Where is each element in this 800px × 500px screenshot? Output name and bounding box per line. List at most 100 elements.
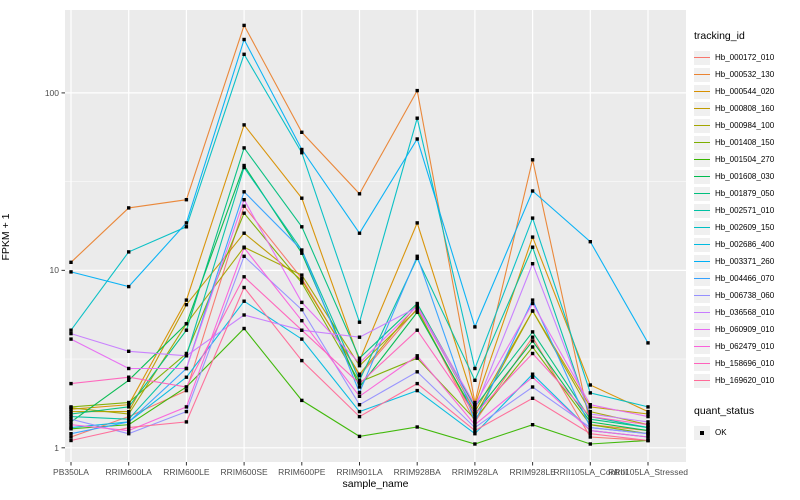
data-point bbox=[300, 281, 304, 285]
series-points-Hb_006738_060 bbox=[69, 254, 650, 436]
series-points-Hb_062479_010 bbox=[69, 246, 650, 439]
legend-line-key bbox=[694, 169, 710, 184]
data-point bbox=[530, 262, 535, 266]
data-point bbox=[184, 298, 189, 302]
data-point bbox=[300, 300, 304, 305]
data-point bbox=[588, 420, 592, 424]
data-point bbox=[300, 196, 304, 200]
tracking-id-legend-title: tracking_id bbox=[694, 30, 745, 42]
data-point bbox=[300, 358, 304, 363]
data-point bbox=[357, 378, 362, 382]
legend-line-key bbox=[694, 101, 710, 116]
x-tick-label: PB350LA bbox=[53, 467, 89, 477]
x-tick-label: RRIM600LE bbox=[163, 467, 210, 477]
x-tick-label: RRIM928LE bbox=[509, 467, 556, 477]
y-axis-title: FPKM + 1 bbox=[0, 213, 12, 261]
line-swatch-icon bbox=[694, 226, 710, 229]
data-point bbox=[69, 423, 73, 427]
data-point bbox=[357, 361, 362, 365]
square-point-icon bbox=[700, 430, 704, 435]
data-point bbox=[184, 375, 189, 379]
data-point bbox=[588, 428, 592, 433]
data-point bbox=[530, 375, 535, 379]
legend-item: Hb_000544_020 bbox=[694, 83, 798, 100]
data-point bbox=[530, 301, 535, 306]
data-point bbox=[300, 328, 304, 332]
y-tick-label: 10 bbox=[49, 265, 59, 276]
data-point bbox=[127, 425, 131, 430]
data-point bbox=[415, 256, 419, 260]
data-point bbox=[184, 385, 189, 389]
data-point bbox=[588, 432, 592, 436]
legend-item: Hb_006738_060 bbox=[694, 287, 798, 304]
legend-line-key bbox=[694, 135, 710, 150]
data-point bbox=[588, 423, 592, 427]
line-swatch-icon bbox=[694, 175, 710, 178]
data-point bbox=[530, 396, 535, 400]
data-point bbox=[473, 412, 477, 416]
data-point bbox=[473, 366, 477, 371]
data-point bbox=[357, 364, 362, 368]
line-swatch-icon bbox=[694, 243, 710, 246]
data-point bbox=[69, 435, 73, 439]
data-point bbox=[357, 390, 362, 395]
data-point bbox=[69, 328, 73, 332]
legend-item: Hb_169620_010 bbox=[694, 372, 798, 389]
data-point bbox=[530, 372, 535, 376]
data-point bbox=[300, 398, 304, 403]
data-point bbox=[646, 425, 650, 430]
data-point bbox=[69, 438, 73, 443]
data-point bbox=[127, 378, 131, 382]
legend-item-label: Hb_001879_050 bbox=[715, 189, 775, 198]
legend-line-key bbox=[694, 254, 710, 269]
data-point bbox=[357, 335, 362, 339]
legend-item-label: Hb_002571_010 bbox=[715, 206, 775, 215]
data-point bbox=[242, 299, 246, 303]
legend-item: Hb_004466_070 bbox=[694, 270, 798, 287]
legend-line-key bbox=[694, 67, 710, 82]
y-tick-label: 1 bbox=[54, 442, 59, 453]
data-point bbox=[127, 403, 131, 407]
data-point bbox=[415, 356, 419, 360]
legend-item-label: Hb_000532_130 bbox=[715, 70, 775, 79]
data-point bbox=[357, 434, 362, 439]
data-point bbox=[530, 423, 535, 427]
line-swatch-icon bbox=[694, 158, 710, 161]
line-swatch-icon bbox=[694, 73, 710, 76]
legend-line-key bbox=[694, 220, 710, 235]
data-point bbox=[127, 400, 131, 405]
legend-item: Hb_001504_270 bbox=[694, 151, 798, 168]
data-point bbox=[473, 414, 477, 419]
data-point bbox=[473, 400, 477, 405]
data-point bbox=[646, 435, 650, 439]
legend-line-key bbox=[694, 271, 710, 286]
data-point bbox=[127, 349, 131, 353]
quant-status-legend-title: quant_status bbox=[694, 405, 755, 417]
data-point bbox=[357, 320, 362, 324]
legend-item-label: Hb_003371_260 bbox=[715, 257, 775, 266]
data-point bbox=[588, 414, 592, 419]
data-point bbox=[473, 428, 477, 433]
legend-line-key bbox=[694, 237, 710, 252]
data-point bbox=[300, 319, 304, 323]
data-point bbox=[646, 432, 650, 436]
data-point bbox=[357, 192, 362, 196]
data-point bbox=[300, 337, 304, 341]
data-point bbox=[473, 417, 477, 421]
data-point bbox=[357, 394, 362, 398]
data-point bbox=[415, 354, 419, 358]
legend-item-label: Hb_062479_010 bbox=[715, 342, 775, 351]
legend-item: Hb_001608_030 bbox=[694, 168, 798, 185]
data-point bbox=[300, 248, 304, 252]
data-point bbox=[473, 407, 477, 411]
data-point bbox=[127, 206, 131, 210]
legend-item-label: Hb_060909_010 bbox=[715, 325, 775, 334]
legend-item: Hb_062479_010 bbox=[694, 338, 798, 355]
legend-item: Hb_158696_010 bbox=[694, 355, 798, 372]
data-point bbox=[646, 412, 650, 416]
data-point bbox=[242, 231, 246, 235]
legend-item: Hb_000984_100 bbox=[694, 117, 798, 134]
legend-item: Hb_002609_150 bbox=[694, 219, 798, 236]
data-point bbox=[530, 245, 535, 249]
data-point bbox=[415, 116, 419, 120]
